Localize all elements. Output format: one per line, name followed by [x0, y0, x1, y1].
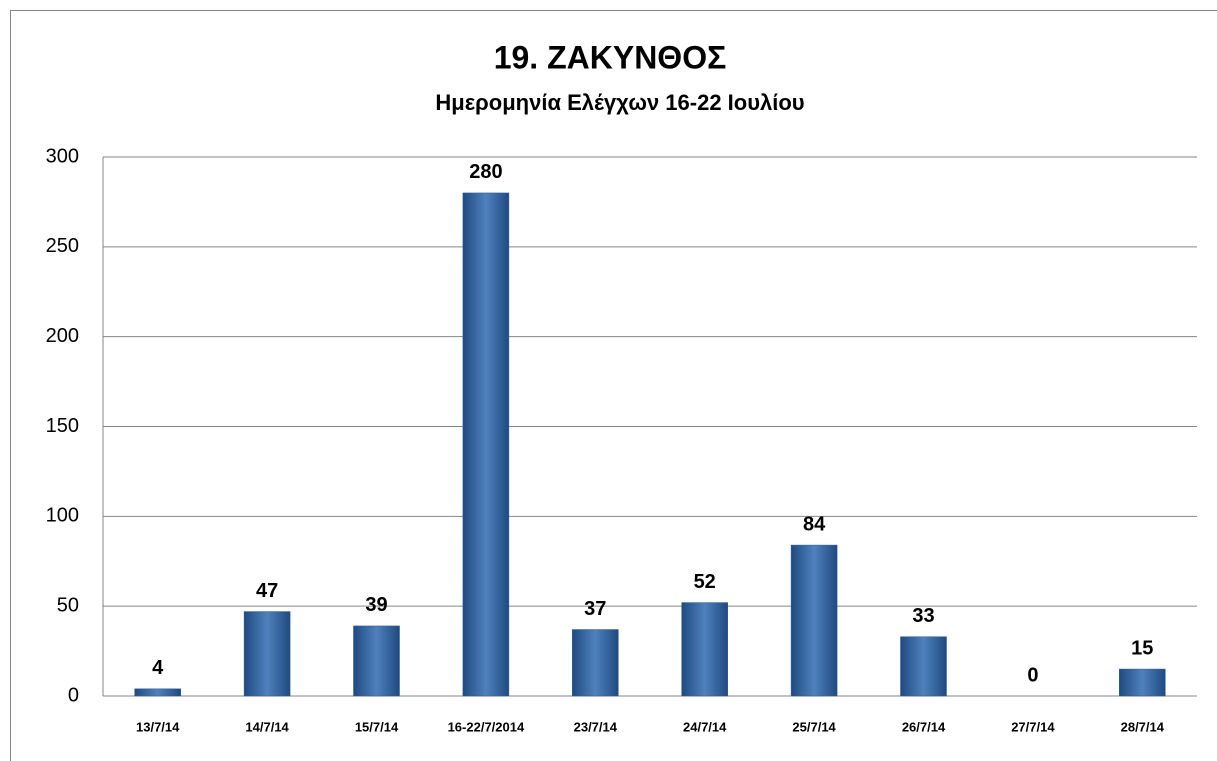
- y-tick-label: 200: [46, 325, 79, 347]
- data-label: 84: [803, 513, 826, 535]
- x-tick-label: 24/7/14: [683, 719, 727, 734]
- x-tick-label: 28/7/14: [1121, 719, 1165, 734]
- bar: [1119, 668, 1166, 697]
- data-label: 4: [152, 657, 164, 679]
- y-tick-label: 300: [46, 145, 79, 167]
- data-label: 0: [1027, 664, 1038, 686]
- bar: [462, 192, 510, 697]
- x-tick-label: 27/7/14: [1011, 719, 1055, 734]
- data-label: 52: [694, 571, 716, 593]
- data-label: 280: [469, 161, 502, 183]
- data-label: 37: [584, 598, 606, 620]
- data-label: 33: [912, 605, 934, 627]
- y-tick-label: 100: [46, 505, 79, 527]
- y-tick-label: 50: [57, 594, 79, 616]
- bar: [134, 688, 181, 697]
- x-tick-label: 13/7/14: [136, 719, 180, 734]
- bar: [790, 544, 838, 697]
- chart-title: 19. ΖΑΚΥΝΘΟΣ: [494, 39, 727, 75]
- y-tick-label: 0: [68, 684, 79, 706]
- x-tick-label: 25/7/14: [792, 719, 836, 734]
- chart-subtitle: Ημερομηνία Ελέγχων 16-22 Ιουλίου: [435, 90, 804, 115]
- bar: [353, 625, 400, 697]
- data-label: 39: [365, 594, 387, 616]
- bar: [243, 611, 291, 697]
- x-tick-label: 15/7/14: [355, 719, 399, 734]
- x-tick-label: 16-22/7/2014: [448, 719, 525, 734]
- y-tick-label: 250: [46, 235, 79, 257]
- bar: [681, 602, 728, 697]
- chart-border: [10, 10, 1217, 761]
- y-tick-label: 150: [46, 415, 79, 437]
- x-tick-label: 14/7/14: [245, 719, 289, 734]
- x-tick-label: 26/7/14: [902, 719, 946, 734]
- data-label: 15: [1131, 637, 1153, 659]
- bar: [900, 636, 947, 697]
- x-tick-label: 23/7/14: [574, 719, 618, 734]
- data-label: 47: [256, 580, 278, 602]
- bar: [572, 629, 619, 697]
